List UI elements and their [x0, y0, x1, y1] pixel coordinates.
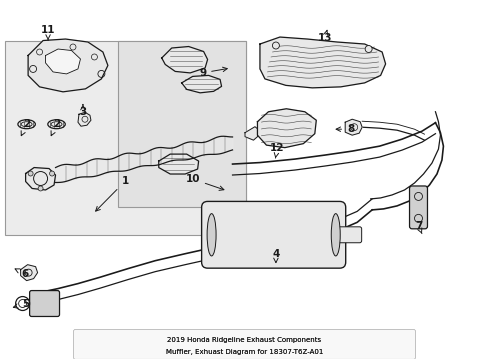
- Text: 8: 8: [335, 124, 354, 134]
- FancyBboxPatch shape: [335, 227, 361, 243]
- Polygon shape: [162, 46, 207, 73]
- Polygon shape: [78, 112, 91, 126]
- Circle shape: [28, 171, 33, 176]
- Polygon shape: [20, 265, 38, 280]
- Text: 4: 4: [272, 249, 279, 262]
- Text: 1: 1: [96, 176, 129, 211]
- Polygon shape: [25, 167, 56, 190]
- Circle shape: [272, 42, 279, 49]
- Circle shape: [49, 171, 55, 176]
- Text: 7: 7: [414, 221, 421, 234]
- Polygon shape: [45, 49, 81, 74]
- Circle shape: [91, 54, 97, 60]
- Text: Muffler, Exhuast Diagram for 18307-T6Z-A01: Muffler, Exhuast Diagram for 18307-T6Z-A…: [165, 349, 323, 355]
- Polygon shape: [244, 127, 257, 140]
- Polygon shape: [345, 119, 362, 135]
- Ellipse shape: [330, 213, 340, 256]
- FancyBboxPatch shape: [201, 201, 345, 268]
- Circle shape: [70, 44, 76, 50]
- Circle shape: [37, 49, 42, 55]
- Circle shape: [365, 45, 371, 53]
- Polygon shape: [260, 37, 385, 88]
- Text: 2019 Honda Ridgeline Exhaust Components: 2019 Honda Ridgeline Exhaust Components: [167, 337, 321, 343]
- Text: 11: 11: [41, 24, 55, 40]
- Polygon shape: [28, 39, 108, 92]
- Circle shape: [38, 186, 43, 191]
- FancyBboxPatch shape: [30, 291, 60, 316]
- Text: 9: 9: [199, 67, 227, 78]
- Text: 12: 12: [269, 143, 284, 158]
- Text: Muffler, Exhuast Diagram for 18307-T6Z-A01: Muffler, Exhuast Diagram for 18307-T6Z-A…: [165, 349, 323, 355]
- Polygon shape: [182, 75, 221, 93]
- Bar: [118, 41, 246, 207]
- Text: 13: 13: [317, 30, 331, 43]
- Text: 2: 2: [51, 119, 60, 136]
- Polygon shape: [257, 109, 316, 148]
- Text: 5: 5: [13, 298, 29, 309]
- FancyBboxPatch shape: [73, 329, 415, 359]
- Text: 2019 Honda Ridgeline Exhaust Components: 2019 Honda Ridgeline Exhaust Components: [167, 337, 321, 343]
- Text: 6: 6: [15, 269, 28, 279]
- Ellipse shape: [207, 213, 216, 256]
- FancyBboxPatch shape: [408, 186, 427, 229]
- Bar: [5, 41, 246, 235]
- Polygon shape: [159, 154, 198, 174]
- Text: 10: 10: [185, 174, 224, 190]
- Text: 3: 3: [79, 104, 86, 117]
- Text: 2: 2: [21, 119, 30, 136]
